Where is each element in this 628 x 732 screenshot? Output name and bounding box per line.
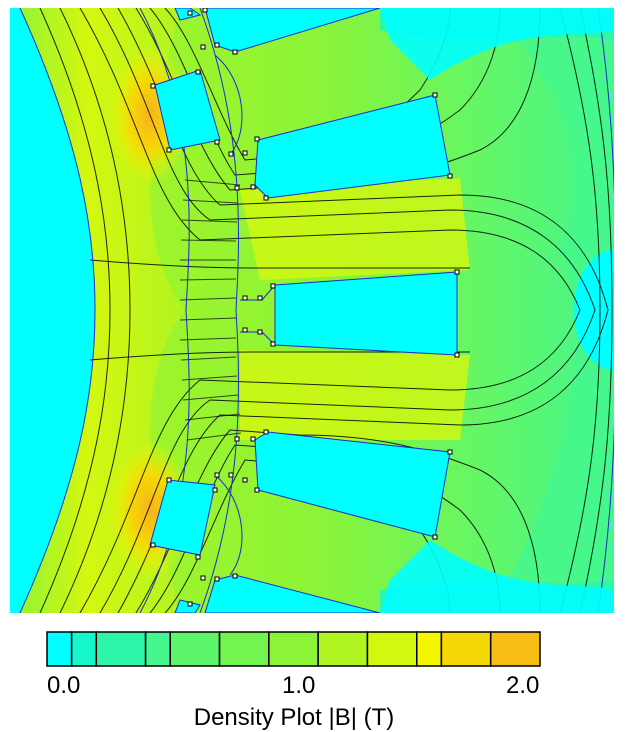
shaft-region (10, 8, 95, 613)
stator-slot-6 (380, 8, 614, 80)
scale-bin-1 (70, 631, 98, 667)
stator-back (490, 8, 614, 613)
rotor-slot-top (154, 69, 221, 151)
scale-bin-8 (366, 631, 418, 667)
stator-slot-2 (254, 94, 451, 199)
mesh-nodes (150, 8, 460, 607)
tooth-band-top (240, 178, 470, 280)
scale-bin-0 (46, 631, 73, 667)
scale-bin-3 (144, 631, 172, 667)
airgap-grid (179, 179, 242, 441)
scale-bin-9 (416, 631, 443, 667)
stator-slot-5 (204, 574, 381, 613)
stator-slot-7 (380, 540, 614, 613)
scale-bin-10 (440, 631, 492, 667)
scale-bin-2 (95, 631, 147, 667)
color-scale-bar (46, 631, 541, 667)
tooth-band-bottom (240, 350, 470, 440)
stator-slot-3 (274, 271, 458, 356)
scale-bin-7 (317, 631, 369, 667)
plot-title: Density Plot |B| (T) (193, 704, 395, 731)
scale-bin-4 (169, 631, 221, 667)
stator-slot-4 (254, 431, 451, 538)
scale-bin-5 (218, 631, 270, 667)
scale-min-label: 0.0 (47, 672, 81, 699)
scale-max-label: 2.0 (506, 672, 540, 699)
stator-back-low (574, 250, 614, 370)
rotor-slot-bottom (149, 479, 216, 556)
scale-mid-label: 1.0 (282, 672, 316, 699)
scale-bin-6 (268, 631, 319, 667)
scale-bin-11 (489, 631, 541, 667)
